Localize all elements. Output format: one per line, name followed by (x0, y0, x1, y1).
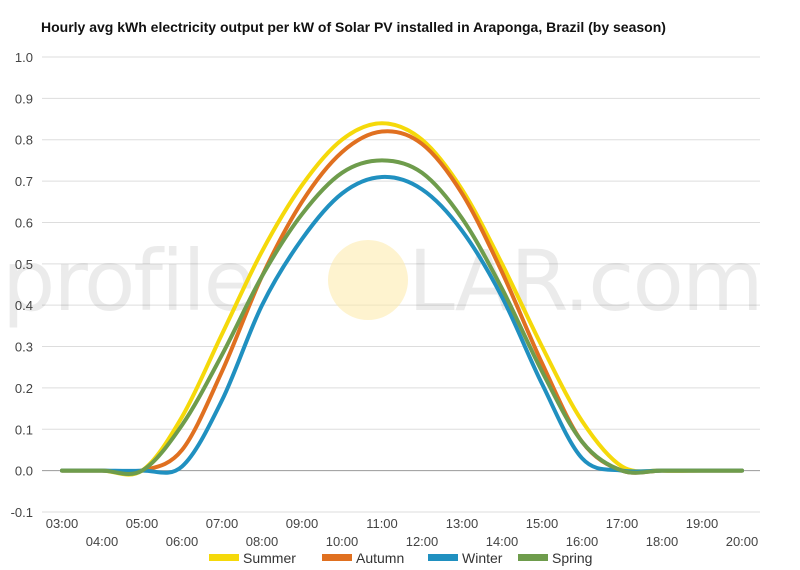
series-line-summer (60, 121, 744, 477)
x-tick-label: 06:00 (166, 534, 199, 549)
y-tick-label: 0.9 (15, 91, 33, 106)
y-tick-label: 0.2 (15, 381, 33, 396)
x-tick-label: 18:00 (646, 534, 679, 549)
x-tick-label: 11:00 (366, 516, 398, 531)
x-tick-label: 19:00 (686, 516, 719, 531)
legend-swatch-winter (428, 554, 458, 561)
x-tick-label: 13:00 (446, 516, 479, 531)
watermark-text-left: profile (2, 232, 253, 330)
legend-label-spring: Spring (552, 550, 592, 566)
x-tick-label: 05:00 (126, 516, 159, 531)
watermark-sun-icon (328, 240, 408, 320)
chart-title: Hourly avg kWh electricity output per kW… (41, 19, 666, 35)
y-axis-ticks: -0.1 0.0 0.1 0.2 0.3 0.4 0.5 0.6 0.7 0.8 0.9 1.0 (11, 50, 33, 520)
x-tick-label: 14:00 (486, 534, 519, 549)
legend-swatch-autumn (322, 554, 352, 561)
y-tick-label: 0.6 (15, 215, 33, 230)
series-lines (60, 121, 744, 477)
y-tick-label: 0.0 (15, 464, 33, 479)
watermark: profile LAR.com (2, 232, 764, 330)
legend-label-winter: Winter (462, 550, 503, 566)
y-tick-label: 1.0 (15, 50, 33, 65)
x-tick-label: 09:00 (286, 516, 319, 531)
y-tick-label: 0.1 (15, 422, 33, 437)
x-tick-label: 16:00 (566, 534, 599, 549)
y-tick-label: -0.1 (11, 505, 33, 520)
y-tick-label: 0.7 (15, 174, 33, 189)
x-tick-label: 15:00 (526, 516, 559, 531)
legend-swatch-summer (209, 554, 239, 561)
legend-label-summer: Summer (243, 550, 296, 566)
legend: Summer Autumn Winter Spring (209, 550, 592, 566)
y-tick-label: 0.8 (15, 133, 33, 148)
x-tick-label: 08:00 (246, 534, 279, 549)
x-tick-label: 17:00 (606, 516, 639, 531)
x-tick-label: 20:00 (726, 534, 759, 549)
series-line-spring (60, 158, 744, 476)
x-tick-label: 04:00 (86, 534, 119, 549)
watermark-text-right: LAR.com (408, 232, 762, 330)
legend-label-autumn: Autumn (356, 550, 404, 566)
y-tick-label: 0.4 (15, 298, 33, 313)
y-tick-label: 0.5 (15, 257, 33, 272)
y-tick-label: 0.3 (15, 340, 33, 355)
legend-swatch-spring (518, 554, 548, 561)
x-tick-label: 10:00 (326, 534, 359, 549)
x-tick-label: 03:00 (46, 516, 79, 531)
x-tick-label: 07:00 (206, 516, 239, 531)
x-tick-label: 12:00 (406, 534, 439, 549)
x-axis-ticks: 03:00 04:00 05:00 06:00 07:00 08:00 09:00 10:00… (46, 516, 759, 549)
